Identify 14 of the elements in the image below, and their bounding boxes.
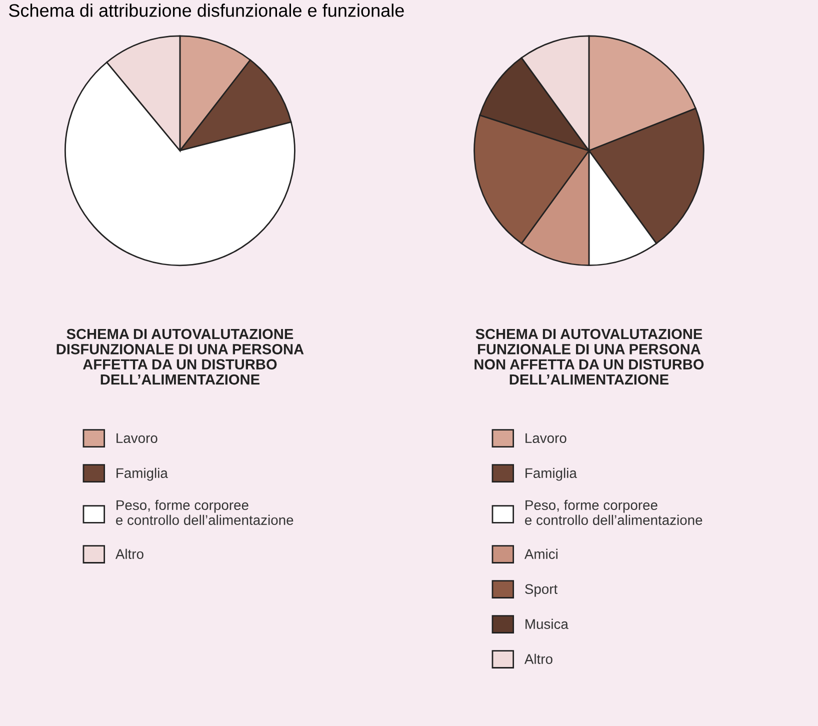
legend-label: Lavoro bbox=[526, 433, 566, 444]
legend-label: Musica bbox=[526, 618, 568, 629]
legend-label: Amici bbox=[524, 548, 558, 559]
legend-label: Famiglia bbox=[526, 468, 577, 481]
chart-title: Schema di attribuzione disfunzionale e funzionale bbox=[9, 4, 404, 17]
legend-label: Altro bbox=[524, 654, 552, 664]
legend-label: Famiglia bbox=[116, 468, 168, 481]
text: SCHEMA DI AUTOVALUTAZIONE DISFUNZIONALE DI UNA PERSONA AFFETTA DA UN DISTURBO DELL’ALIMENTAZIONE bbox=[56, 328, 304, 385]
legend-label: Altro bbox=[115, 548, 144, 559]
legend-label: Sport bbox=[525, 584, 558, 597]
text: SCHEMA DI AUTOVALUTAZIONE FUNZIONALE DI UNA PERSONA NON AFFETTA DA UN DISTURBO DELL’ALIMENTAZIONE bbox=[474, 328, 704, 385]
legend-label: Lavoro bbox=[116, 433, 158, 444]
legend-label: Peso, forme corporee e controllo dell’alimentazione bbox=[116, 500, 294, 526]
legend-label: Peso, forme corporee e controllo dell’alimentazione bbox=[525, 500, 702, 526]
